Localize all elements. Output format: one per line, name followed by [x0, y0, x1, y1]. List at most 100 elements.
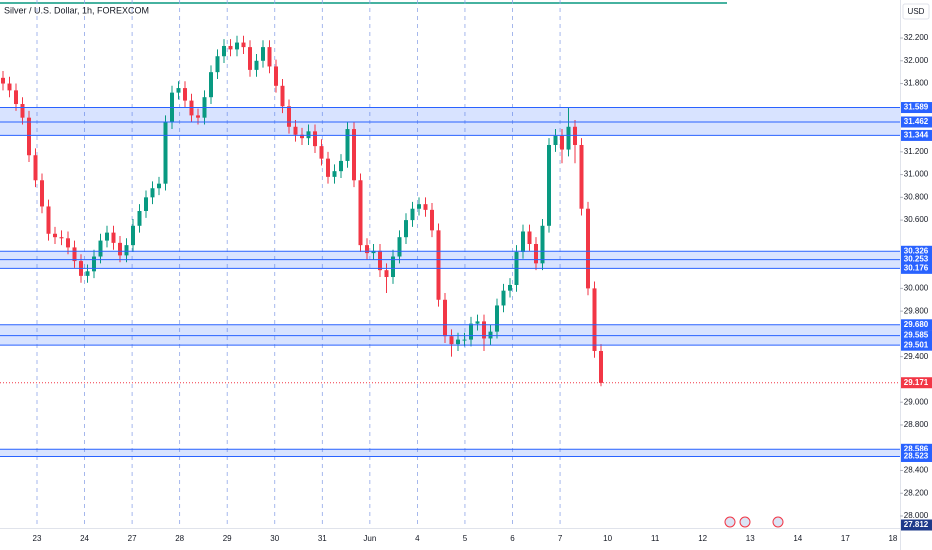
y-tick-label: 30.800: [904, 192, 929, 201]
candle-body: [378, 250, 382, 271]
candle-body: [469, 323, 473, 340]
scale-low-box: [901, 519, 932, 531]
y-tick-label: 30.000: [904, 283, 929, 292]
y-tick-label: 28.800: [904, 420, 929, 429]
level-label: 30.326: [904, 246, 929, 255]
y-tick-label: 29.000: [904, 397, 929, 406]
candle-body: [20, 104, 25, 118]
candle-body: [157, 183, 161, 189]
level-label: 31.462: [904, 117, 929, 126]
zone: [0, 107, 900, 136]
candle-body: [365, 245, 369, 254]
y-tick-label: 32.200: [904, 33, 929, 42]
x-tick-label: 11: [651, 534, 660, 543]
level-label-box: [901, 339, 932, 351]
currency-box[interactable]: [902, 3, 930, 20]
x-tick-label: Jun: [363, 534, 376, 543]
y-tick-label: 28.200: [904, 488, 929, 497]
level-label-box: [901, 102, 932, 114]
x-tick-label: 31: [318, 534, 327, 543]
x-tick-label: 12: [698, 534, 707, 543]
candle-body: [319, 146, 324, 159]
candle-body: [579, 144, 584, 209]
chart-title: Silver / U.S. Dollar, 1h, FOREXCOM: [4, 5, 149, 15]
level-label-box: [901, 319, 932, 331]
candle-body: [124, 245, 129, 256]
candle-body: [176, 88, 181, 93]
candle-body: [196, 115, 200, 118]
candle-body: [59, 237, 64, 239]
x-tick-label: 23: [33, 534, 42, 543]
candle-body: [235, 42, 239, 50]
candle-body: [254, 60, 259, 70]
candle-body: [293, 126, 298, 135]
candle-body: [228, 45, 233, 50]
level-label: 30.253: [904, 255, 929, 264]
x-tick-label: 13: [746, 534, 755, 543]
level-label: 29.501: [904, 340, 929, 349]
candle-body: [410, 208, 415, 221]
candle-body: [14, 90, 18, 105]
candle-body: [443, 299, 447, 337]
x-tick-label: 24: [80, 534, 89, 543]
candle-body: [508, 284, 512, 291]
candle-body: [144, 197, 148, 211]
candle-body: [306, 131, 311, 139]
candle-body: [137, 210, 142, 226]
candle-body: [46, 206, 51, 234]
candle-body: [495, 305, 499, 332]
level-label: 31.589: [904, 103, 929, 112]
candle-body: [53, 233, 57, 238]
candle-body: [98, 240, 103, 257]
candle-body: [527, 231, 532, 245]
x-tick-label: 30: [270, 534, 279, 543]
candle-body: [404, 220, 408, 238]
candle-body: [66, 238, 70, 248]
level-label: 29.585: [904, 331, 929, 340]
candle-body: [40, 180, 44, 207]
candle-body: [111, 232, 116, 243]
event-icons: [724, 516, 784, 528]
zone: [0, 449, 900, 457]
level-label-box: [901, 245, 932, 257]
candle-body: [72, 247, 77, 262]
candle-body: [397, 237, 402, 257]
level-label-box: [901, 450, 932, 462]
zone: [0, 324, 900, 346]
candle-body: [85, 271, 90, 276]
candle-body: [352, 129, 356, 181]
event-icon[interactable]: [772, 516, 784, 528]
candle-body: [1, 77, 5, 84]
candle-body: [241, 42, 246, 48]
candle-body: [27, 117, 31, 156]
candle-body: [33, 155, 38, 181]
candle-body: [118, 242, 122, 256]
x-tick-label: 4: [415, 534, 420, 543]
candle-body: [280, 85, 285, 107]
level-label: 28.523: [904, 452, 929, 461]
event-icon[interactable]: [739, 516, 751, 528]
candle-body: [384, 270, 389, 278]
candle-body: [248, 47, 252, 70]
candle-body: [501, 290, 506, 306]
candle-body: [215, 56, 220, 73]
event-icon[interactable]: [724, 516, 736, 528]
last-price-box: [901, 377, 932, 389]
candle-body: [300, 134, 304, 139]
candle-body: [540, 225, 545, 264]
scale-low-label: 27.812: [904, 520, 929, 529]
candle-body: [261, 47, 265, 61]
candle-body: [313, 131, 317, 147]
currency: USD: [908, 7, 925, 16]
candle-body: [586, 208, 590, 289]
level-label-box: [901, 330, 932, 342]
candle-body: [371, 250, 376, 254]
candle-body: [183, 88, 187, 101]
candle-body: [326, 158, 330, 177]
candle-body: [566, 126, 571, 150]
y-tick-label: 32.000: [904, 56, 929, 65]
level-label-box: [901, 254, 932, 266]
x-tick-label: 14: [793, 534, 802, 543]
candle-body: [436, 230, 441, 300]
